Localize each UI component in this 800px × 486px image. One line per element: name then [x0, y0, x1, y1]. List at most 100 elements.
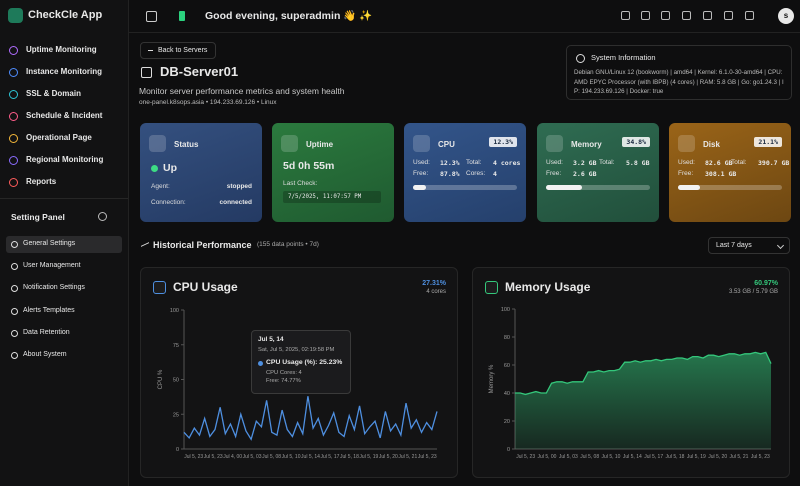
nav-item[interactable]: Operational Page: [4, 130, 124, 148]
toolbar-button[interactable]: [661, 11, 670, 20]
avatar[interactable]: s: [778, 8, 794, 24]
settings-icon: [11, 285, 18, 293]
toolbar-button[interactable]: [724, 11, 733, 20]
uptime-label: Last Check:: [283, 180, 318, 187]
back-button[interactable]: Back to Servers: [140, 42, 216, 59]
metric-card: Disk 21.1% Used: 82.6 GB Total: 390.7 GB Free:…: [669, 123, 791, 222]
greeting: Good evening, superadmin 👋 ✨: [205, 10, 373, 22]
x-tick-label: Jul 5, 10: [602, 454, 621, 460]
y-tick-label: 80: [504, 335, 510, 341]
metric-label: Used:: [413, 159, 430, 166]
back-arrow: [148, 50, 153, 51]
history-points: (155 data points • 7d): [257, 241, 319, 248]
settings-label: Data Retention: [23, 328, 70, 336]
x-tick-label: Jul 4, 00: [223, 454, 242, 460]
tooltip-line: Free: 74.77%: [266, 378, 301, 384]
nav-icon: [9, 46, 18, 55]
y-tick-label: 25: [173, 412, 179, 418]
range-label: Last 7 days: [716, 242, 752, 249]
y-axis-label: Memory %: [489, 364, 495, 393]
status-value: stopped: [226, 183, 252, 190]
settings-toggle[interactable]: [98, 212, 107, 221]
tooltip-time: Sat, Jul 5, 2025, 02:19:58 PM: [258, 347, 335, 353]
progress-fill: [413, 185, 426, 190]
metric-label: Used:: [546, 159, 563, 166]
card-icon: [149, 135, 166, 152]
toolbar-button[interactable]: [682, 11, 691, 20]
x-tick-label: Jul 5, 23: [516, 454, 535, 460]
nav-item[interactable]: Uptime Monitoring: [4, 42, 124, 60]
metric-label: Total:: [599, 159, 615, 166]
x-tick-label: Jul 5, 03: [243, 454, 262, 460]
percent-badge: 34.8%: [622, 137, 650, 147]
x-tick-label: Jul 5, 17: [644, 454, 663, 460]
settings-item[interactable]: About System: [6, 347, 122, 364]
status-state: Up: [163, 162, 177, 174]
nav-icon: [9, 134, 18, 143]
nav-item[interactable]: Regional Monitoring: [4, 152, 124, 170]
toolbar-button[interactable]: [621, 11, 630, 20]
app-name: CheckCle App: [28, 9, 103, 21]
metric-card: CPU 12.3% Used: 12.3% Total: 4 cores Free: 87.8…: [404, 123, 526, 222]
x-tick-label: Jul 5, 20: [379, 454, 398, 460]
y-tick-label: 100: [501, 307, 510, 313]
status-dot: [151, 165, 158, 172]
card-title: Status: [174, 140, 199, 149]
settings-item[interactable]: Data Retention: [6, 325, 122, 342]
chart-title: Memory Usage: [505, 280, 591, 294]
nav-item[interactable]: Schedule & Incident: [4, 108, 124, 126]
x-tick-label: Jul 5, 17: [321, 454, 340, 460]
x-tick-label: Jul 5, 08: [580, 454, 599, 460]
y-tick-label: 50: [173, 378, 179, 384]
settings-item[interactable]: User Management: [6, 258, 122, 275]
chart-panel: Memory Usage 60.97% 3.53 GB / 5.79 GB 0 20 40…: [472, 267, 790, 478]
x-tick-label: Jul 5, 14: [623, 454, 642, 460]
settings-icon: [11, 329, 18, 337]
divider: [0, 198, 128, 199]
nav-icon: [9, 178, 18, 187]
uptime-value: 5d 0h 55m: [283, 160, 335, 172]
card-icon: [281, 135, 298, 152]
toolbar-button[interactable]: [745, 11, 754, 20]
settings-icon: [11, 352, 18, 359]
card-title: Disk: [703, 140, 720, 149]
card-icon: [413, 135, 430, 152]
settings-icon: [11, 241, 18, 248]
sidebar: CheckCle App Uptime Monitoring Instance Mo…: [0, 0, 129, 486]
topbar: Good evening, superadmin 👋 ✨ s: [129, 0, 800, 33]
history-icon: [141, 242, 149, 252]
chart-current: 60.97%: [754, 280, 778, 287]
metric-value: 12.3%: [440, 159, 460, 167]
settings-item[interactable]: Alerts Templates: [6, 303, 122, 320]
y-tick-label: 100: [170, 308, 179, 314]
nav-item[interactable]: Reports: [4, 174, 124, 192]
metric-value: 3.2 GB: [573, 159, 597, 167]
toolbar-button[interactable]: [641, 11, 650, 20]
x-tick-label: Jul 5, 08: [262, 454, 281, 460]
metric-label: Total:: [731, 159, 747, 166]
settings-item[interactable]: Notification Settings: [6, 280, 122, 297]
history-title: Historical Performance: [153, 240, 252, 250]
metric-label: Free:: [678, 170, 694, 177]
nav-label: Uptime Monitoring: [26, 45, 97, 54]
settings-icon: [11, 307, 18, 315]
metric-label: Free:: [413, 170, 429, 177]
sidebar-toggle[interactable]: [146, 11, 157, 22]
toolbar-button[interactable]: [703, 11, 712, 20]
system-info-details: Debian GNU/Linux 12 (bookworm) | amd64 |…: [574, 69, 784, 95]
info-icon: [576, 54, 585, 63]
metric-label: Free:: [546, 170, 562, 177]
system-info: System Information Debian GNU/Linux 12 (b…: [566, 45, 792, 100]
metric-value: 2.6 GB: [573, 170, 597, 178]
x-tick-label: Jul 5, 23: [204, 454, 223, 460]
settings-item[interactable]: General Settings: [6, 236, 122, 253]
metric-value: 4 cores: [493, 159, 521, 167]
nav-item[interactable]: Instance Monitoring: [4, 64, 124, 82]
nav-item[interactable]: SSL & Domain: [4, 86, 124, 104]
percent-badge: 21.1%: [754, 137, 782, 147]
tooltip-series: CPU Usage (%): 25.23%: [266, 359, 343, 366]
metric-card: Uptime 5d 0h 55m Last Check: 7/5/2025, 11:0…: [272, 123, 394, 222]
range-select[interactable]: Last 7 days: [708, 237, 790, 254]
chart-sub: 4 cores: [426, 289, 446, 295]
y-tick-label: 0: [507, 447, 510, 453]
